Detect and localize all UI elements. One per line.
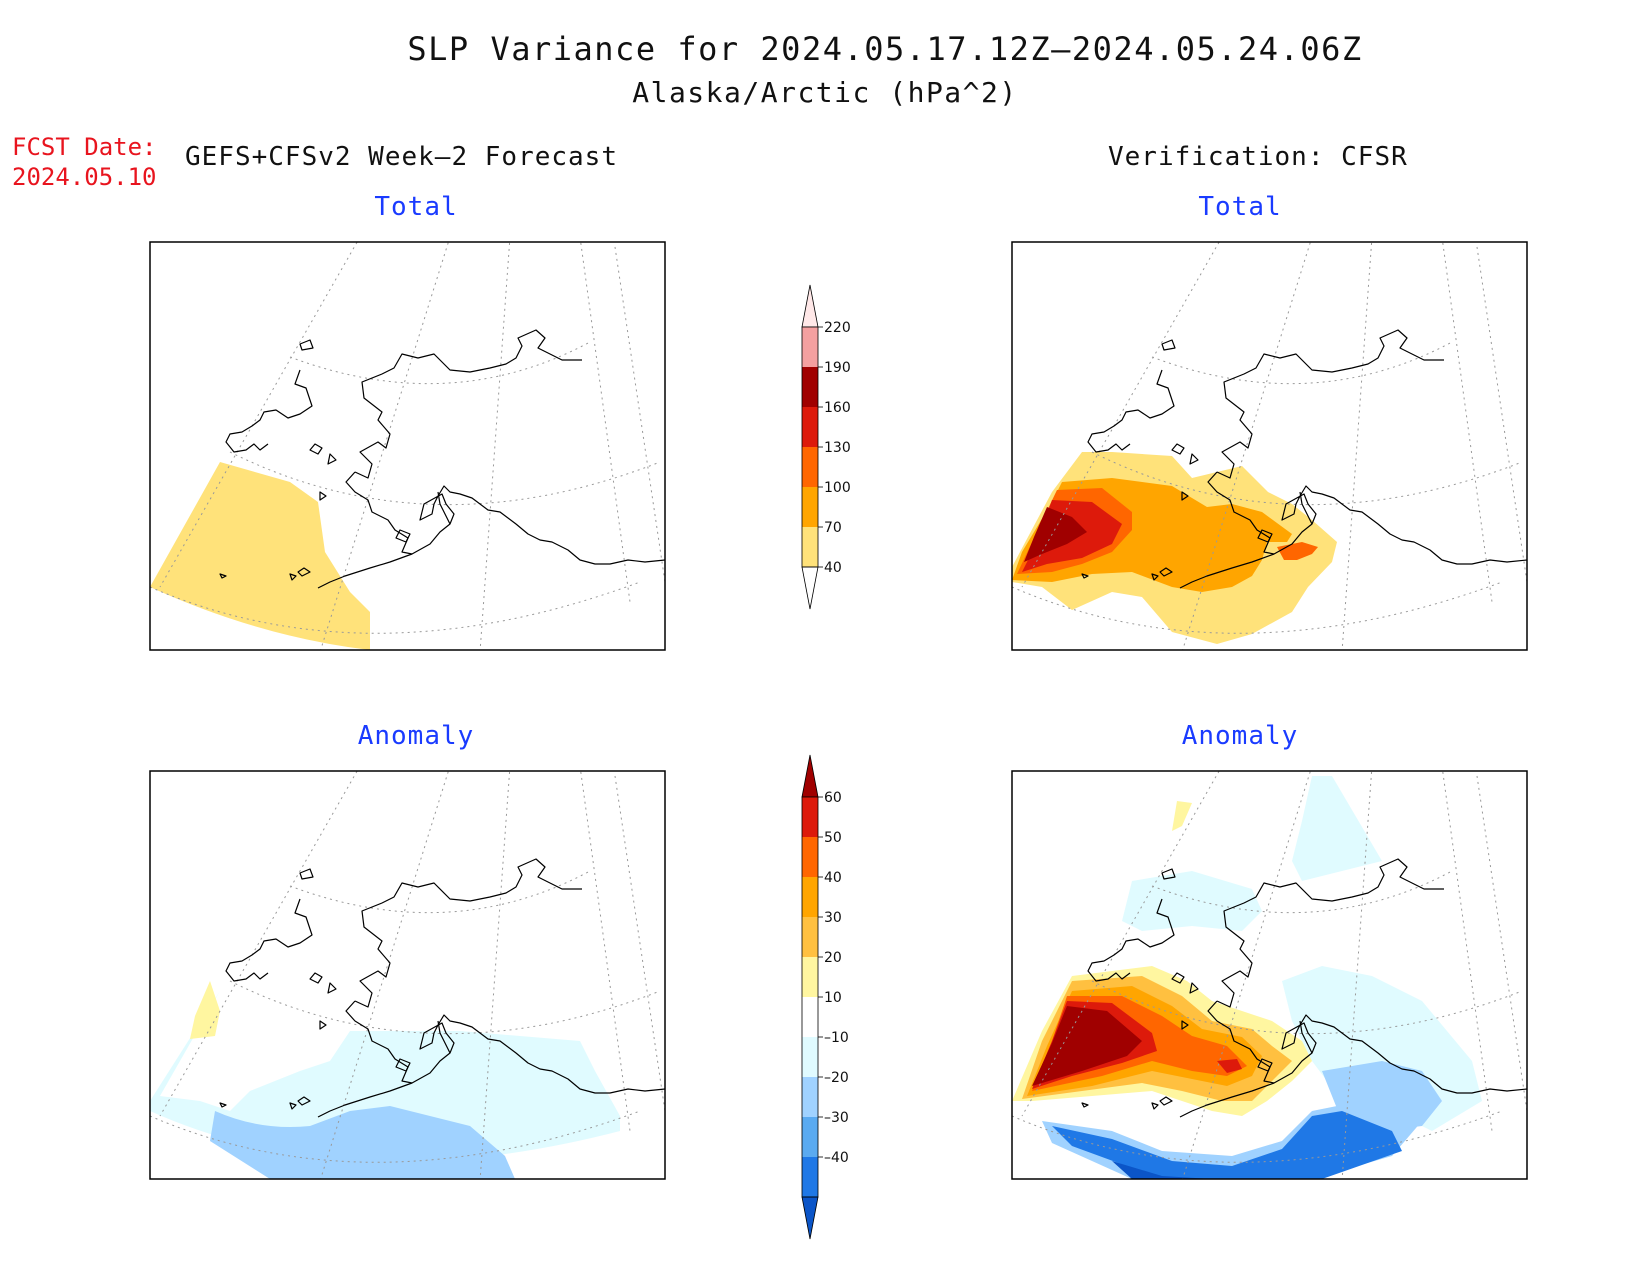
colorbar-total-tick-label: 190 — [824, 360, 851, 376]
verification-anomaly-panel — [1011, 770, 1528, 1180]
forecast-total-title: Total — [374, 192, 458, 222]
colorbar-total-tick-label: 40 — [824, 560, 842, 576]
colorbar-anomaly-tick-label: –40 — [824, 1150, 849, 1166]
verification-total-panel — [1011, 241, 1528, 651]
colorbar-anomaly-segment — [802, 837, 818, 877]
colorbar-total-segment — [802, 367, 818, 407]
colorbar-anomaly-cap-top — [801, 754, 819, 798]
colorbar-anomaly-segment — [802, 957, 818, 997]
colorbar-total-cap-top — [801, 284, 819, 328]
verification-anomaly-title: Anomaly — [1181, 721, 1299, 751]
forecast-total-panel — [149, 241, 666, 651]
colorbar-total-segment — [802, 487, 818, 527]
colorbar-anomaly-segment — [802, 1037, 818, 1077]
colorbar-anomaly-segment — [802, 917, 818, 957]
colorbar-total-tick-label: 220 — [824, 320, 851, 336]
colorbar-total-tick-label: 70 — [824, 520, 842, 536]
colorbar-total-tick-label: 160 — [824, 400, 851, 416]
colorbar-anomaly-segment — [802, 797, 818, 837]
colorbar-anomaly-tick-label: 30 — [824, 910, 842, 926]
chart-subtitle: Alaska/Arctic (hPa^2) — [632, 76, 1018, 109]
colorbar-total-cap-bottom — [801, 566, 819, 610]
left-column-header: GEFS+CFSv2 Week–2 Forecast — [185, 142, 618, 172]
colorbar-anomaly-tick-label: 10 — [824, 990, 842, 1006]
colorbar-total-segment — [802, 527, 818, 567]
colorbar-anomaly-segment — [802, 1117, 818, 1157]
colorbar-anomaly-segment — [802, 877, 818, 917]
colorbar-anomaly: 60 50 40 30 20 10 –10 –20 –30 –40 — [801, 754, 849, 1240]
colorbar-anomaly-tick-label: 20 — [824, 950, 842, 966]
colorbar-anomaly-tick-label: 50 — [824, 830, 842, 846]
forecast-anomaly-title: Anomaly — [357, 721, 475, 751]
colorbar-anomaly-segment — [802, 1077, 818, 1117]
colorbar-total-segment — [802, 447, 818, 487]
colorbar-total: 220 190 160 130 100 70 40 — [801, 284, 851, 610]
colorbar-anomaly-tick-label: –10 — [824, 1030, 849, 1046]
forecast-anomaly-panel — [149, 770, 666, 1180]
colorbar-total-tick-label: 130 — [824, 440, 851, 456]
colorbar-total-segment — [802, 407, 818, 447]
colorbar-anomaly-tick-label: –30 — [824, 1110, 849, 1126]
colorbar-total-tick-label: 100 — [824, 480, 851, 496]
right-column-header: Verification: CFSR — [1108, 142, 1408, 172]
colorbar-anomaly-tick-label: 40 — [824, 870, 842, 886]
colorbar-anomaly-segment — [802, 997, 818, 1037]
colorbar-anomaly-segment — [802, 1157, 818, 1197]
colorbar-anomaly-tick-label: 60 — [824, 790, 842, 806]
forecast-date-label: FCST Date: — [12, 133, 157, 161]
forecast-date-value: 2024.05.10 — [12, 163, 157, 191]
verification-total-title: Total — [1198, 192, 1282, 222]
colorbar-anomaly-cap-bottom — [801, 1196, 819, 1240]
colorbar-total-segment — [802, 327, 818, 367]
colorbar-anomaly-tick-label: –20 — [824, 1070, 849, 1086]
chart-title: SLP Variance for 2024.05.17.12Z–2024.05.… — [407, 30, 1363, 68]
